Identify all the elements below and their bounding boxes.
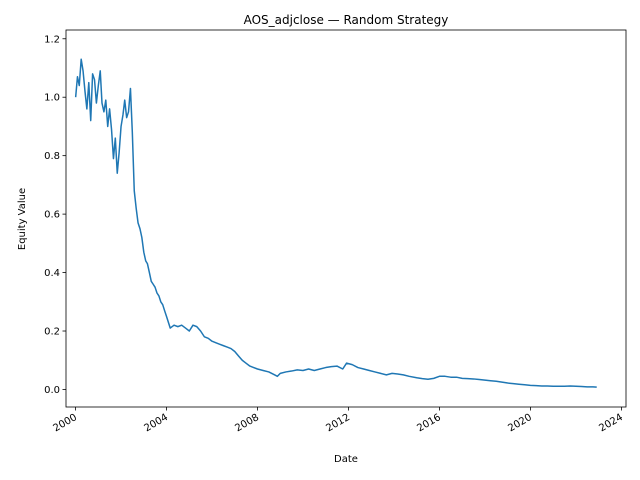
chart-title: AOS_adjclose — Random Strategy	[244, 13, 449, 27]
plot-area	[66, 30, 626, 407]
plot-frame	[65, 29, 627, 408]
x-axis-title: Date	[334, 454, 358, 465]
y-tick-label: 1.0	[44, 93, 60, 104]
y-tick-label: 0.6	[44, 210, 60, 221]
y-tick-label: 1.2	[44, 34, 60, 45]
y-tick-label: 0.0	[44, 385, 60, 396]
y-tick-label: 0.8	[44, 151, 60, 162]
series-line	[74, 58, 597, 388]
y-axis: 0.0 0.2 0.4 0.6 0.8 1.0 1.2	[44, 34, 66, 396]
series-layer	[74, 58, 597, 388]
y-tick-label: 0.4	[44, 268, 60, 279]
y-tick-label: 0.2	[44, 327, 60, 338]
y-axis-title: Equity Value	[17, 188, 28, 250]
